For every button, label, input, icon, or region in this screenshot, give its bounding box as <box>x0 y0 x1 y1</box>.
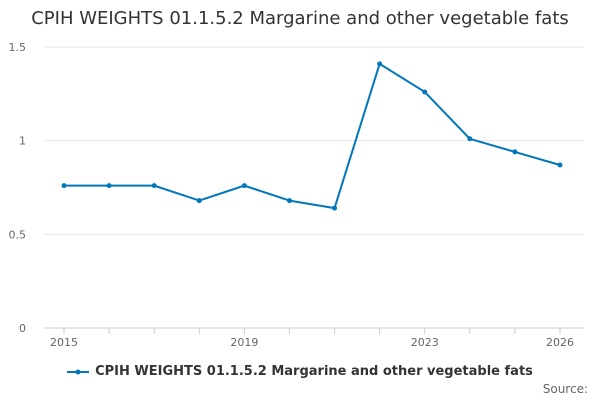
x-tick-label: 2019 <box>230 336 258 349</box>
legend-label: CPIH WEIGHTS 01.1.5.2 Margarine and othe… <box>95 364 533 379</box>
x-tick-label: 2015 <box>50 336 78 349</box>
data-point <box>377 61 383 67</box>
legend[interactable]: CPIH WEIGHTS 01.1.5.2 Margarine and othe… <box>0 364 600 379</box>
data-point <box>286 198 292 204</box>
x-tick-label: 2026 <box>546 336 574 349</box>
data-point <box>106 183 112 189</box>
data-point <box>422 89 428 95</box>
x-tick-label: 2023 <box>411 336 439 349</box>
y-tick-label: 1.5 <box>9 41 27 54</box>
data-point <box>512 149 518 155</box>
chart-title: CPIH WEIGHTS 01.1.5.2 Margarine and othe… <box>31 8 569 29</box>
data-point <box>557 162 563 168</box>
y-tick-label: 0 <box>19 322 26 335</box>
data-point <box>196 198 202 204</box>
y-tick-label: 0.5 <box>9 228 27 241</box>
data-point <box>467 136 473 142</box>
data-point <box>61 183 67 189</box>
series-line <box>64 62 561 210</box>
data-point <box>151 183 157 189</box>
y-tick-label: 1 <box>19 135 26 148</box>
legend-line-marker-icon <box>67 369 90 374</box>
data-point <box>332 205 338 211</box>
data-point <box>241 183 247 189</box>
source-label: Source: <box>542 382 588 396</box>
